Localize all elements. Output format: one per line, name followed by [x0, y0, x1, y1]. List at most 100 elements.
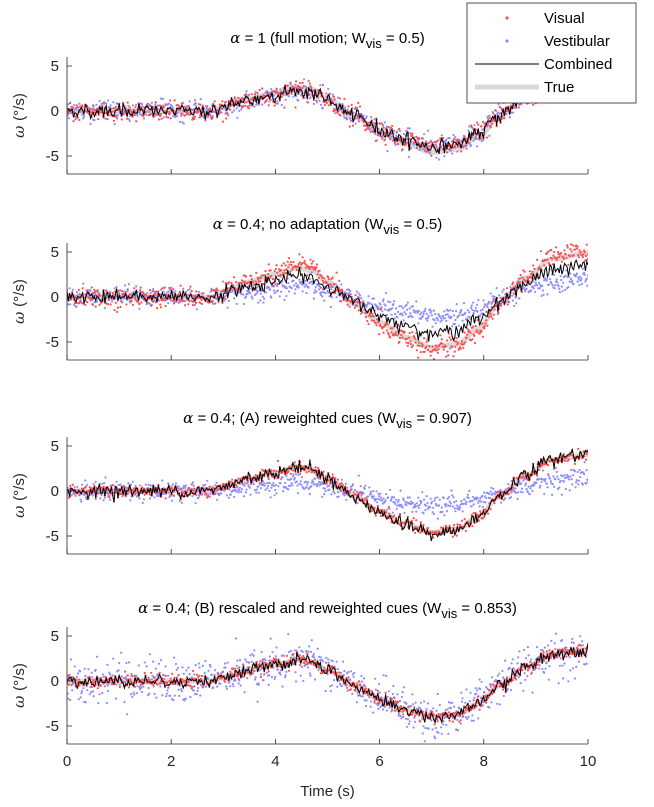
visual-point — [254, 280, 257, 283]
visual-point — [243, 101, 246, 104]
visual-point — [394, 333, 397, 336]
vestibular-point — [248, 93, 251, 96]
visual-point — [368, 313, 371, 316]
visual-point — [474, 511, 477, 515]
visual-point — [410, 345, 413, 349]
vestibular-point — [451, 310, 454, 313]
vestibular-point — [291, 484, 294, 487]
vestibular-point — [360, 297, 363, 300]
vestibular-point — [68, 287, 71, 290]
visual-point — [448, 336, 451, 339]
vestibular-point — [544, 277, 547, 280]
vestibular-point — [456, 150, 459, 153]
visual-point — [122, 493, 125, 496]
vestibular-point — [74, 494, 77, 497]
legend-marker-visual — [505, 16, 509, 20]
vestibular-point — [491, 295, 494, 298]
visual-point — [477, 123, 480, 126]
vestibular-point — [161, 97, 164, 100]
visual-point — [92, 291, 95, 294]
vestibular-point — [93, 301, 96, 304]
visual-point — [309, 85, 312, 88]
vestibular-point — [71, 689, 74, 692]
visual-point — [77, 297, 80, 300]
vestibular-point — [334, 283, 338, 286]
vestibular-point — [432, 309, 435, 312]
visual-point — [425, 140, 428, 143]
visual-point — [224, 112, 227, 115]
vestibular-point — [120, 651, 123, 654]
visual-point — [431, 345, 434, 348]
visual-point — [350, 103, 353, 106]
visual-point — [517, 106, 520, 109]
visual-point — [287, 470, 290, 473]
vestibular-point — [91, 676, 94, 679]
visual-point — [100, 301, 103, 304]
vestibular-point — [69, 303, 72, 306]
vestibular-point — [325, 286, 328, 289]
visual-point — [430, 350, 433, 353]
vestibular-point — [525, 488, 528, 491]
visual-point — [195, 290, 198, 293]
visual-point — [569, 454, 573, 457]
visual-point — [532, 103, 535, 106]
visual-point — [319, 477, 322, 480]
visual-point — [103, 101, 106, 104]
visual-point — [586, 258, 588, 261]
vestibular-point — [565, 269, 568, 272]
vestibular-point — [254, 90, 257, 93]
visual-point — [419, 521, 422, 524]
vestibular-point — [276, 102, 279, 105]
visual-point — [493, 502, 496, 505]
vestibular-point — [124, 290, 127, 293]
vestibular-point — [417, 496, 420, 499]
visual-point — [206, 300, 209, 303]
visual-point — [483, 515, 486, 519]
vestibular-point — [560, 285, 564, 288]
visual-point — [73, 302, 76, 305]
visual-point — [560, 260, 564, 263]
visual-point — [391, 327, 394, 330]
visual-point — [280, 264, 283, 267]
visual-point — [244, 93, 247, 96]
vestibular-point — [540, 480, 543, 483]
vestibular-point — [448, 500, 451, 503]
visual-point — [361, 311, 364, 314]
vestibular-point — [265, 482, 268, 485]
vestibular-point — [270, 87, 273, 91]
visual-point — [487, 117, 490, 120]
vestibular-point — [71, 288, 74, 291]
vestibular-point — [171, 106, 174, 110]
vestibular-point — [576, 470, 579, 474]
vestibular-point — [535, 481, 538, 484]
visual-point — [494, 109, 497, 112]
visual-point — [452, 355, 455, 358]
visual-point — [293, 86, 296, 89]
vestibular-point — [93, 119, 96, 122]
vestibular-point — [516, 497, 519, 501]
visual-point — [114, 301, 117, 304]
visual-point — [186, 112, 189, 115]
visual-point — [178, 105, 181, 108]
vestibular-point — [236, 485, 239, 489]
visual-point — [84, 485, 87, 488]
vestibular-point — [421, 491, 424, 494]
vestibular-point — [165, 291, 168, 294]
visual-point — [288, 465, 291, 468]
visual-point — [161, 287, 164, 290]
vestibular-point — [103, 496, 106, 499]
vestibular-point — [292, 473, 295, 476]
visual-point — [128, 293, 131, 296]
vestibular-point — [556, 487, 560, 491]
visual-point — [135, 120, 138, 123]
visual-point — [91, 110, 94, 113]
visual-point — [483, 325, 486, 328]
visual-point — [157, 290, 160, 293]
visual-point — [274, 90, 277, 93]
vestibular-point — [396, 500, 400, 503]
visual-point — [272, 469, 275, 472]
panel-title: α = 1 (full motion; Wvis = 0.5) — [230, 29, 424, 51]
vestibular-point — [569, 277, 573, 280]
vestibular-point — [574, 486, 577, 489]
visual-point — [378, 333, 381, 336]
